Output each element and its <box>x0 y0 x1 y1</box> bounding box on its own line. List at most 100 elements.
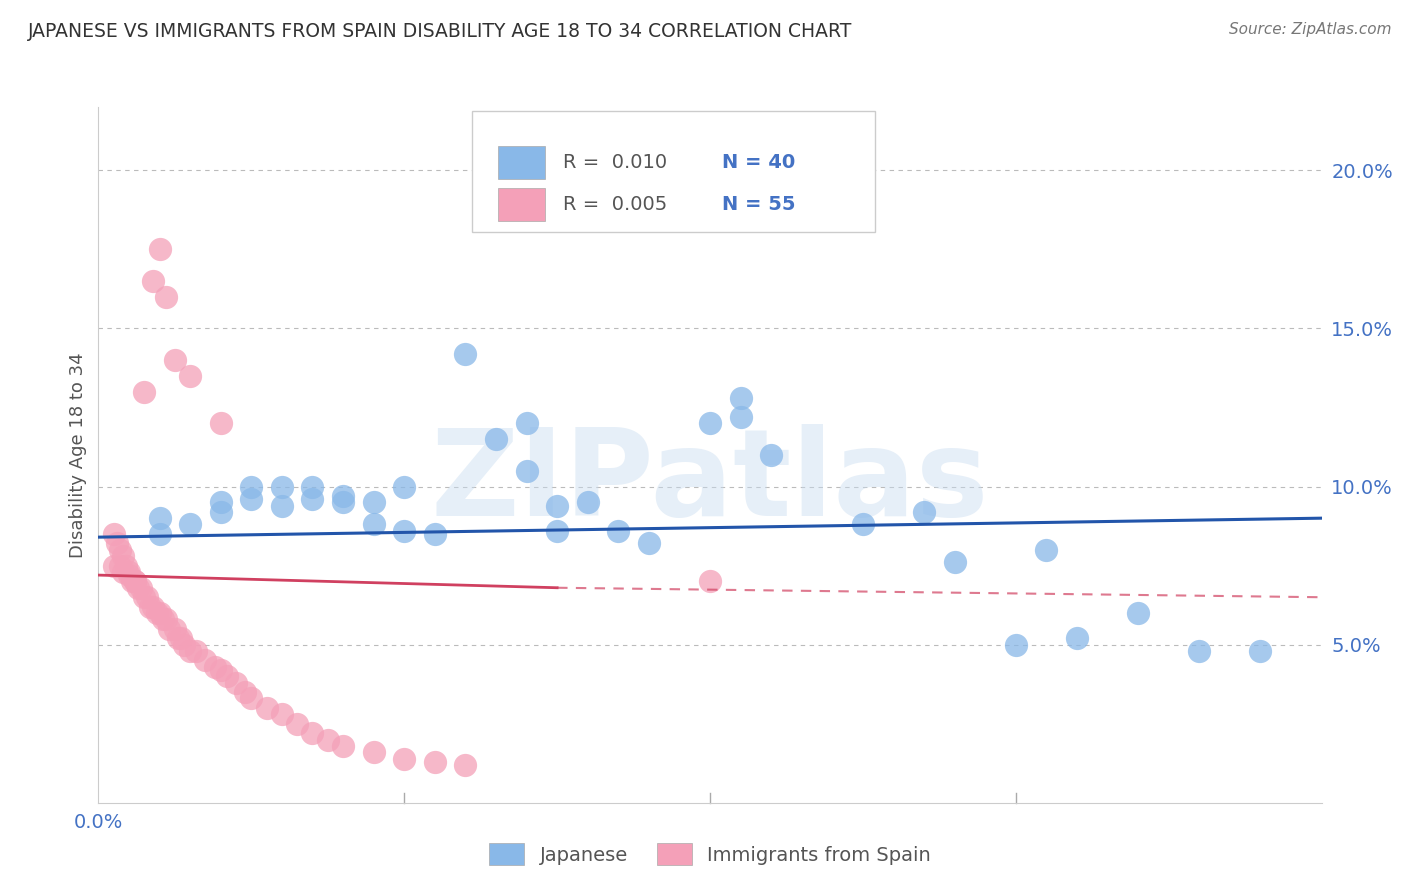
FancyBboxPatch shape <box>498 187 546 221</box>
Point <box>516 464 538 478</box>
Point <box>1066 632 1088 646</box>
Point <box>912 505 935 519</box>
Point <box>301 479 323 493</box>
Point <box>1035 542 1057 557</box>
Point <box>179 644 201 658</box>
Point <box>111 549 134 563</box>
Point <box>1249 644 1271 658</box>
Point <box>108 558 131 573</box>
Point <box>136 591 159 605</box>
Point <box>209 663 232 677</box>
Point <box>363 495 385 509</box>
Point <box>163 353 186 368</box>
Point <box>149 527 172 541</box>
Point <box>167 632 190 646</box>
Point <box>1128 606 1150 620</box>
Point <box>301 726 323 740</box>
Point <box>124 574 146 589</box>
Point <box>105 536 128 550</box>
Point <box>454 757 477 772</box>
Text: 0.0%: 0.0% <box>73 814 124 832</box>
Point <box>118 568 141 582</box>
Point <box>423 527 446 541</box>
Point <box>149 511 172 525</box>
Point <box>1188 644 1211 658</box>
Point <box>637 536 661 550</box>
Point <box>316 732 339 747</box>
Point <box>115 558 138 573</box>
Point <box>233 685 256 699</box>
FancyBboxPatch shape <box>471 111 875 232</box>
Point <box>240 479 263 493</box>
Y-axis label: Disability Age 18 to 34: Disability Age 18 to 34 <box>69 352 87 558</box>
Point <box>186 644 208 658</box>
Point <box>142 274 165 288</box>
Point <box>546 499 568 513</box>
Point <box>270 707 292 722</box>
Point <box>423 755 446 769</box>
Point <box>152 612 174 626</box>
Point <box>240 691 263 706</box>
Point <box>142 599 165 614</box>
Point <box>124 574 146 589</box>
Point <box>179 517 201 532</box>
Point <box>103 558 125 573</box>
Point <box>270 479 292 493</box>
Point <box>179 368 201 383</box>
Point <box>332 489 354 503</box>
Point <box>118 565 141 579</box>
Point <box>285 716 308 731</box>
Point <box>209 417 232 431</box>
Point <box>392 479 416 493</box>
Text: N = 55: N = 55 <box>723 195 796 214</box>
Point <box>121 574 143 589</box>
Point <box>139 599 162 614</box>
Point <box>103 527 125 541</box>
Point <box>699 417 721 431</box>
Point <box>134 591 156 605</box>
Legend: Japanese, Immigrants from Spain: Japanese, Immigrants from Spain <box>481 835 939 873</box>
Point <box>163 622 186 636</box>
Point <box>209 505 232 519</box>
Text: ZIPatlas: ZIPatlas <box>430 425 990 541</box>
Point <box>127 581 149 595</box>
Point <box>194 653 217 667</box>
Point <box>699 574 721 589</box>
Point <box>134 384 156 399</box>
Point <box>149 606 172 620</box>
Text: R =  0.005: R = 0.005 <box>564 195 668 214</box>
Point <box>256 701 278 715</box>
Point <box>129 581 152 595</box>
Point <box>852 517 875 532</box>
Point <box>363 745 385 759</box>
Point <box>170 632 193 646</box>
Point <box>943 556 966 570</box>
Point <box>730 409 752 424</box>
Point <box>454 347 477 361</box>
Point <box>155 612 177 626</box>
Point <box>730 391 752 405</box>
Point <box>607 524 630 538</box>
Point <box>1004 638 1026 652</box>
Text: R =  0.010: R = 0.010 <box>564 153 668 172</box>
Point <box>363 517 385 532</box>
Point <box>157 622 180 636</box>
Point <box>392 524 416 538</box>
Point <box>145 606 167 620</box>
Point <box>332 495 354 509</box>
Point <box>240 492 263 507</box>
Point <box>546 524 568 538</box>
Point <box>516 417 538 431</box>
Point <box>204 660 226 674</box>
Point <box>270 499 292 513</box>
Point <box>759 448 782 462</box>
Point <box>485 432 508 446</box>
Point <box>173 638 195 652</box>
Point <box>111 565 134 579</box>
Point <box>576 495 599 509</box>
FancyBboxPatch shape <box>498 146 546 179</box>
Point <box>149 243 172 257</box>
Point <box>392 751 416 765</box>
Point <box>209 495 232 509</box>
Text: JAPANESE VS IMMIGRANTS FROM SPAIN DISABILITY AGE 18 TO 34 CORRELATION CHART: JAPANESE VS IMMIGRANTS FROM SPAIN DISABI… <box>28 22 852 41</box>
